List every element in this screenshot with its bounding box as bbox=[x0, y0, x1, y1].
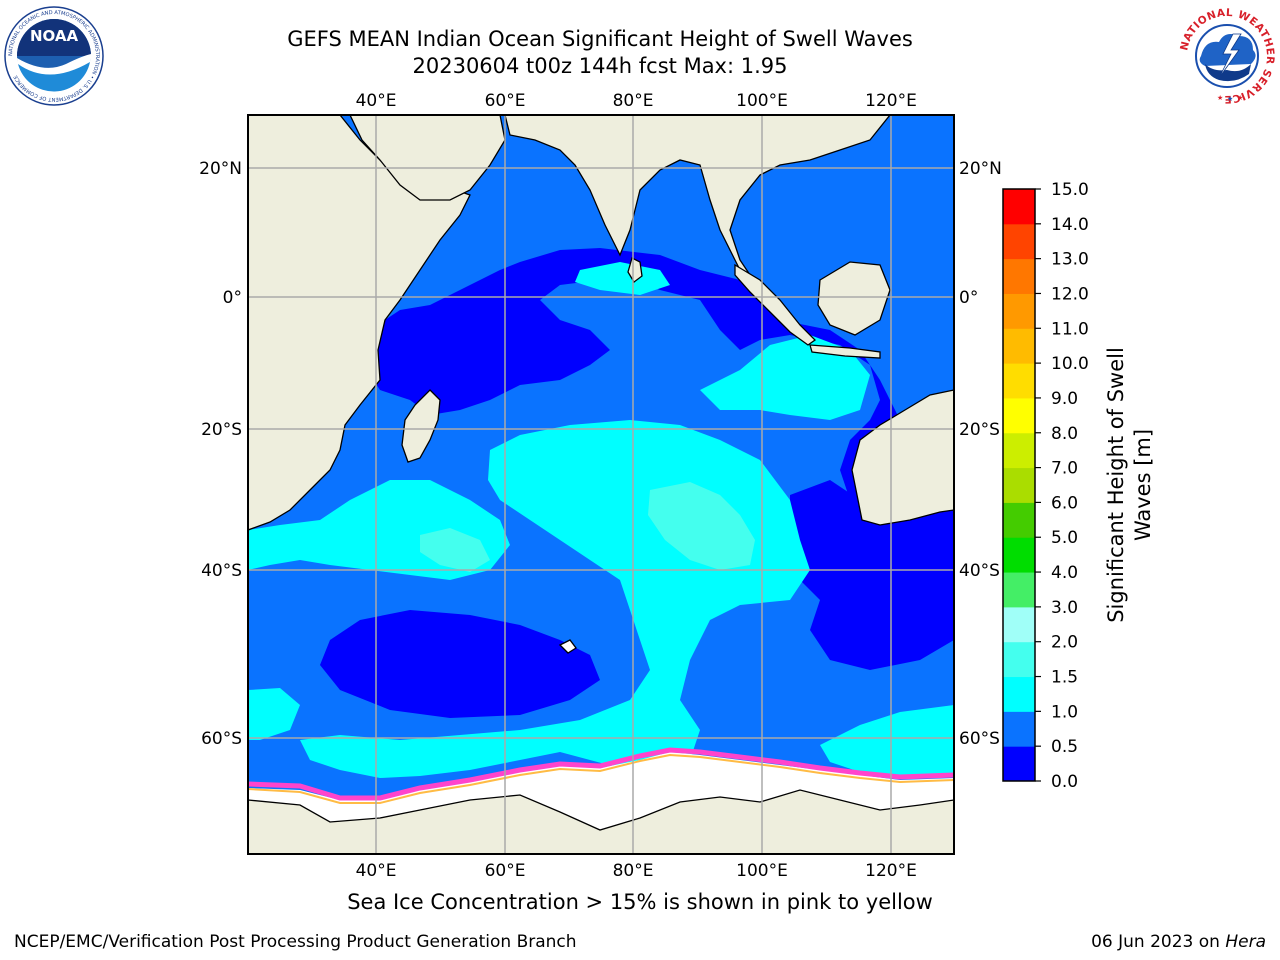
colorbar-tick-label: 11.0 bbox=[1051, 319, 1089, 339]
south-low-region bbox=[320, 610, 600, 718]
north-cyan-patch bbox=[575, 262, 670, 295]
nws-logo: NATIONAL WEATHER SERVICE ★ ★ ★ bbox=[1177, 6, 1277, 106]
colorbar-segment bbox=[1003, 676, 1035, 712]
southeast-cyan-band bbox=[820, 705, 954, 778]
lat-label-right-40s: 40°S bbox=[959, 561, 1000, 581]
colorbar-tick-label: 3.0 bbox=[1051, 598, 1078, 618]
colorbar-tick-label: 0.0 bbox=[1051, 772, 1078, 792]
sea-ice-caption: Sea Ice Concentration > 15% is shown in … bbox=[347, 890, 933, 914]
colorbar-tick-label: 6.0 bbox=[1051, 493, 1078, 513]
lat-label-left-40s: 40°S bbox=[201, 561, 242, 581]
colorbar bbox=[1003, 189, 1035, 782]
sri-lanka-land bbox=[627, 257, 643, 283]
svg-text:★: ★ bbox=[1217, 94, 1223, 102]
colorbar-ticks: 0.0 0.5 1.0 1.5 2.0 3.0 4.0 5.0 6.0 7.0 8.0 9.0 10.0… bbox=[1035, 180, 1089, 792]
colorbar-tick-label: 5.0 bbox=[1051, 528, 1078, 548]
svg-text:★: ★ bbox=[1237, 94, 1243, 102]
colorbar-segment bbox=[1003, 641, 1035, 678]
east-low-region bbox=[790, 480, 954, 670]
madagascar-land bbox=[401, 389, 441, 463]
colorbar-tick-label: 14.0 bbox=[1051, 215, 1089, 235]
lat-label-right-60s: 60°S bbox=[959, 729, 1000, 749]
lon-label-bottom-100: 100°E bbox=[736, 861, 788, 881]
footer-producer: NCEP/EMC/Verification Post Processing Pr… bbox=[14, 932, 577, 952]
colorbar-tick-label: 15.0 bbox=[1051, 180, 1089, 200]
colorbar-segment bbox=[1003, 432, 1035, 469]
footer-date-text: 06 Jun 2023 on bbox=[1091, 932, 1226, 952]
colorbar-segment bbox=[1003, 363, 1035, 399]
title-line-1: GEFS MEAN Indian Ocean Significant Heigh… bbox=[287, 27, 913, 51]
lon-label-top-80: 80°E bbox=[613, 91, 654, 111]
colorbar-label-line-1: Significant Height of Swell bbox=[1104, 347, 1128, 623]
borneo-land bbox=[817, 261, 891, 336]
sumatra-land bbox=[734, 263, 817, 346]
lon-label-top-40: 40°E bbox=[356, 91, 397, 111]
arabia-land bbox=[349, 115, 506, 201]
colorbar-tick-label: 13.0 bbox=[1051, 250, 1089, 270]
lat-label-left-0: 0° bbox=[223, 288, 242, 308]
map-field bbox=[248, 115, 954, 854]
footer-date: 06 Jun 2023 on Hera bbox=[1091, 932, 1266, 952]
colorbar-segment bbox=[1003, 537, 1035, 573]
colorbar-tick-label: 10.0 bbox=[1051, 354, 1089, 374]
light-cyan-patch-central bbox=[648, 482, 755, 570]
colorbar-segment bbox=[1003, 502, 1035, 538]
lat-label-left-20n: 20°N bbox=[199, 159, 242, 179]
east-cyan-band bbox=[700, 335, 870, 420]
colorbar-tick-label: 0.5 bbox=[1051, 737, 1078, 757]
light-cyan-patch-west bbox=[420, 528, 490, 572]
lon-label-top-100: 100°E bbox=[736, 91, 788, 111]
lon-label-bottom-60: 60°E bbox=[485, 861, 526, 881]
lat-label-right-20s: 20°S bbox=[959, 420, 1000, 440]
india-asia-land bbox=[504, 115, 891, 311]
colorbar-segment bbox=[1003, 397, 1035, 434]
lon-label-bottom-80: 80°E bbox=[613, 861, 654, 881]
colorbar-segment bbox=[1003, 189, 1035, 225]
colorbar-segment bbox=[1003, 328, 1035, 364]
australia-land bbox=[851, 389, 954, 526]
colorbar-segment bbox=[1003, 293, 1035, 329]
southwest-cyan-band bbox=[248, 688, 300, 740]
colorbar-segment bbox=[1003, 467, 1035, 503]
colorbar-tick-label: 8.0 bbox=[1051, 424, 1078, 444]
lon-label-bottom-40: 40°E bbox=[356, 861, 397, 881]
colorbar-frame bbox=[1002, 188, 1036, 782]
title-line-2: 20230604 t00z 144h fcst Max: 1.95 bbox=[412, 54, 788, 78]
sea-ice-edge-yellow bbox=[248, 753, 954, 804]
colorbar-label-line-2: Waves [m] bbox=[1131, 429, 1155, 541]
colorbar-segment bbox=[1003, 606, 1035, 643]
colorbar-tick-label: 4.0 bbox=[1051, 563, 1078, 583]
colorbar-tick-label: 12.0 bbox=[1051, 284, 1089, 304]
kerguelen-island bbox=[558, 639, 577, 654]
footer-machine: Hera bbox=[1225, 932, 1266, 952]
lon-label-bottom-120: 120°E bbox=[865, 861, 917, 881]
lon-label-top-120: 120°E bbox=[865, 91, 917, 111]
lat-label-right-20n: 20°N bbox=[959, 159, 1002, 179]
colorbar-segment bbox=[1003, 223, 1035, 260]
colorbar-tick-label: 1.0 bbox=[1051, 702, 1078, 722]
colorbar-tick-label: 7.0 bbox=[1051, 459, 1078, 479]
colorbar-segment bbox=[1003, 258, 1035, 294]
lat-label-left-60s: 60°S bbox=[201, 729, 242, 749]
java-land bbox=[809, 344, 881, 359]
lat-label-left-20s: 20°S bbox=[201, 420, 242, 440]
noaa-logo: NOAA NATIONAL OCEANIC AND ATMOSPHERIC AD… bbox=[4, 6, 104, 106]
noaa-logo-text: NOAA bbox=[30, 27, 79, 45]
chart-title: GEFS MEAN Indian Ocean Significant Heigh… bbox=[200, 26, 1000, 80]
map-gridlines bbox=[248, 115, 954, 854]
sea-ice-edge bbox=[248, 747, 954, 801]
colorbar-segment bbox=[1003, 746, 1035, 782]
svg-text:★: ★ bbox=[1227, 95, 1233, 103]
colorbar-segment bbox=[1003, 711, 1035, 747]
colorbar-tick-label: 1.5 bbox=[1051, 668, 1078, 688]
lat-label-right-0: 0° bbox=[959, 288, 978, 308]
map-frame bbox=[247, 114, 955, 855]
colorbar-segment bbox=[1003, 572, 1035, 608]
lon-label-top-60: 60°E bbox=[485, 91, 526, 111]
colorbar-tick-label: 2.0 bbox=[1051, 633, 1078, 653]
antarctica-land bbox=[248, 789, 954, 854]
colorbar-tick-label: 9.0 bbox=[1051, 389, 1078, 409]
